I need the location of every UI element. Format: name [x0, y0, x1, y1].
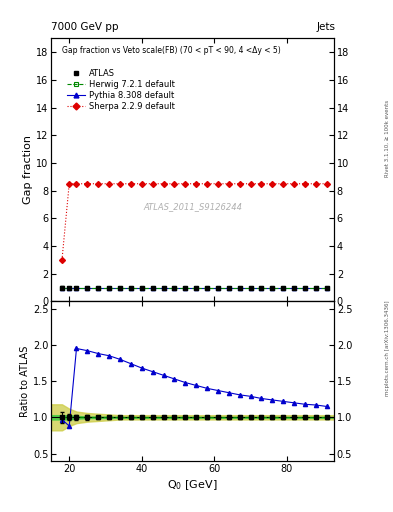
- X-axis label: Q$_0$ [GeV]: Q$_0$ [GeV]: [167, 478, 218, 492]
- Text: Jets: Jets: [317, 22, 336, 32]
- Legend: ATLAS, Herwig 7.2.1 default, Pythia 8.308 default, Sherpa 2.2.9 default: ATLAS, Herwig 7.2.1 default, Pythia 8.30…: [66, 69, 175, 111]
- Text: ATLAS_2011_S9126244: ATLAS_2011_S9126244: [143, 202, 242, 211]
- Text: Rivet 3.1.10, ≥ 100k events: Rivet 3.1.10, ≥ 100k events: [385, 100, 390, 177]
- Text: Gap fraction vs Veto scale(FB) (70 < pT < 90, 4 <Δy < 5): Gap fraction vs Veto scale(FB) (70 < pT …: [62, 46, 281, 55]
- Text: mcplots.cern.ch [arXiv:1306.3436]: mcplots.cern.ch [arXiv:1306.3436]: [385, 301, 390, 396]
- Text: 7000 GeV pp: 7000 GeV pp: [51, 22, 119, 32]
- Y-axis label: Ratio to ATLAS: Ratio to ATLAS: [20, 346, 30, 417]
- Y-axis label: Gap fraction: Gap fraction: [23, 135, 33, 204]
